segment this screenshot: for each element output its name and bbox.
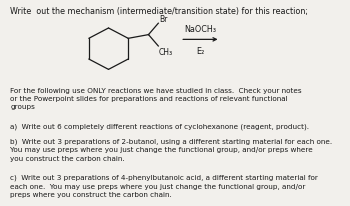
Text: Br: Br xyxy=(159,15,167,24)
Text: E₂: E₂ xyxy=(196,46,204,55)
Text: b)  Write out 3 preparations of 2-butanol, using a different starting material f: b) Write out 3 preparations of 2-butanol… xyxy=(10,138,332,161)
Text: CH₃: CH₃ xyxy=(159,48,173,56)
Text: Write  out the mechanism (intermediate/transition state) for this reaction;: Write out the mechanism (intermediate/tr… xyxy=(10,7,308,16)
Text: NaOCH₃: NaOCH₃ xyxy=(184,25,216,34)
Text: c)  Write out 3 preparations of 4-phenylbutanoic acid, a different starting mate: c) Write out 3 preparations of 4-phenylb… xyxy=(10,174,318,197)
Text: a)  Write out 6 completely different reactions of cyclohexanone (reagent, produc: a) Write out 6 completely different reac… xyxy=(10,123,309,129)
Text: For the following use ONLY reactions we have studied in class.  Check your notes: For the following use ONLY reactions we … xyxy=(10,88,302,110)
